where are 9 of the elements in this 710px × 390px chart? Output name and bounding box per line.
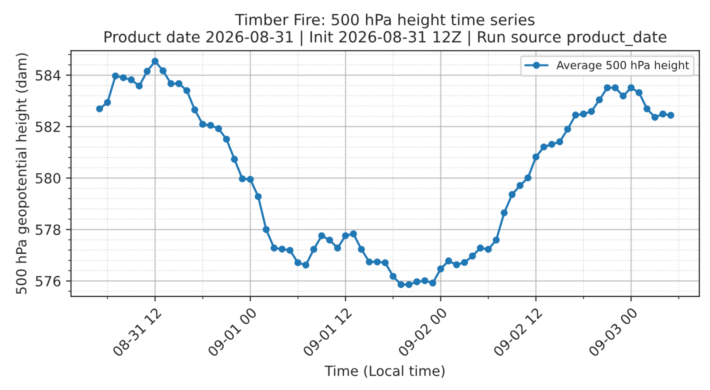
x-axis-title: Time (Local time) (324, 365, 444, 378)
y-tick-label: 584 (36, 70, 60, 81)
y-axis-title: 500 hPa geopotential height (dam) (16, 53, 30, 294)
legend-label: Average 500 hPa height (556, 60, 690, 72)
y-tick-label: 582 (36, 122, 60, 132)
y-tick-label: 580 (36, 173, 60, 184)
y-tick-label: 576 (36, 276, 60, 286)
chart-title: Timber Fire: 500 hPa height time series Product date 2026-08-31 | Init 2026-08-31 12Z | Run source product_date (104, 14, 666, 46)
y-tick-label: 578 (36, 224, 60, 235)
